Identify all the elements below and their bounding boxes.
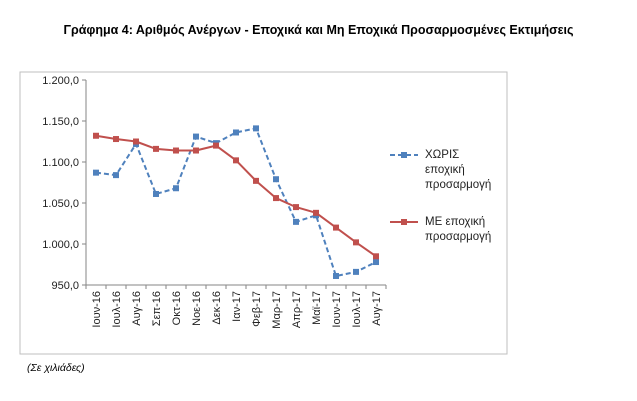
y-tick-label: 1.000,0 bbox=[42, 239, 79, 251]
x-tick-label: Σεπ-16 bbox=[151, 291, 163, 326]
legend-label-line: ΜΕ εποχική bbox=[425, 216, 486, 228]
legend-marker-2 bbox=[401, 219, 407, 225]
x-tick-label: Ιουν-17 bbox=[331, 291, 343, 328]
x-tick-label: Μαρ-17 bbox=[271, 291, 283, 329]
x-tick-label: Αυγ-16 bbox=[131, 291, 143, 326]
data-point bbox=[173, 185, 179, 192]
data-point bbox=[353, 239, 359, 246]
x-tick-label: Ιουλ-17 bbox=[351, 291, 363, 328]
x-tick-label: Ιαν-17 bbox=[231, 291, 243, 322]
data-point bbox=[113, 172, 119, 179]
data-point bbox=[93, 169, 99, 176]
chart-border bbox=[19, 71, 508, 355]
data-point bbox=[333, 272, 339, 279]
x-tick-label: Φεβ-17 bbox=[251, 291, 263, 327]
data-point bbox=[193, 147, 199, 154]
data-point bbox=[213, 142, 219, 149]
x-tick-label: Απρ-17 bbox=[291, 291, 303, 328]
y-tick-label: 950,0 bbox=[51, 280, 79, 292]
series-line-1 bbox=[95, 127, 377, 277]
series-line-2 bbox=[95, 134, 377, 258]
data-point bbox=[173, 147, 179, 154]
legend-label-line: προσαρμογή bbox=[425, 231, 492, 243]
x-tick-label: Ιουν-16 bbox=[91, 291, 103, 328]
legend-marker-1 bbox=[401, 152, 407, 158]
legend-label-line: προσαρμογή bbox=[425, 179, 492, 191]
data-point bbox=[153, 190, 159, 197]
data-point bbox=[373, 253, 379, 260]
x-tick-label: Μαϊ-17 bbox=[311, 291, 323, 325]
x-tick-label: Αυγ-17 bbox=[371, 291, 383, 326]
y-tick-label: 1.050,0 bbox=[42, 198, 79, 210]
data-point bbox=[133, 138, 139, 145]
legend-label-2: ΜΕ εποχική προσαρμογή bbox=[425, 215, 491, 245]
data-point bbox=[313, 209, 319, 216]
data-point bbox=[293, 204, 299, 211]
data-point bbox=[233, 157, 239, 164]
data-point bbox=[293, 218, 299, 225]
legend-label-line: εποχική bbox=[425, 164, 465, 176]
data-point bbox=[333, 224, 339, 231]
x-tick-label: Νοε-16 bbox=[191, 291, 203, 326]
data-point bbox=[273, 195, 279, 202]
y-tick-label: 1.200,0 bbox=[42, 75, 79, 87]
figure-title: Γράφημα 4: Αριθμός Ανέργων - Εποχικά και… bbox=[63, 23, 574, 37]
data-point bbox=[193, 133, 199, 140]
legend-label-line: ΧΩΡΙΣ bbox=[425, 149, 460, 161]
data-point bbox=[153, 145, 159, 152]
data-point bbox=[93, 132, 99, 139]
data-point bbox=[273, 176, 279, 183]
legend-label-1: ΧΩΡΙΣ εποχική προσαρμογή bbox=[425, 148, 491, 193]
y-tick-label: 1.100,0 bbox=[42, 157, 79, 169]
data-point bbox=[353, 268, 359, 275]
data-point bbox=[253, 177, 259, 184]
data-point bbox=[373, 259, 379, 266]
data-point bbox=[233, 129, 239, 136]
x-tick-label: Ιουλ-16 bbox=[111, 291, 123, 328]
units-note: (Σε χιλιάδες) bbox=[27, 362, 85, 374]
x-tick-label: Οκτ-16 bbox=[171, 291, 183, 325]
plot-area: 950,0 1.000,0 1.050,0 1.100,0 1.150,0 1.200,0… bbox=[42, 75, 387, 329]
data-point bbox=[253, 125, 259, 132]
y-tick-label: 1.150,0 bbox=[42, 116, 79, 128]
x-tick-label: Δεκ-16 bbox=[211, 291, 223, 325]
data-point bbox=[113, 136, 119, 143]
